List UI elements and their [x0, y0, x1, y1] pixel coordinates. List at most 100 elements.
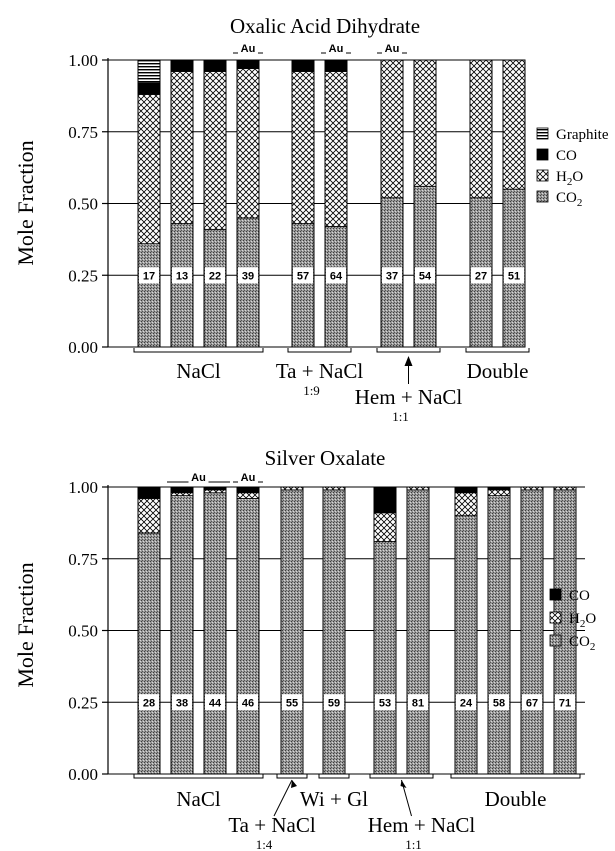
bar-label: 57	[297, 270, 309, 282]
bar-segment-co	[203, 59, 227, 72]
y-tick-label: 0.25	[68, 693, 98, 712]
bar-label-box	[504, 267, 524, 284]
legend-swatch	[536, 127, 549, 140]
bar-label-box	[172, 694, 192, 711]
chart-title: Silver Oxalate	[265, 446, 386, 470]
bar-label: 53	[379, 697, 391, 709]
bar-label-box	[456, 694, 476, 711]
au-label: Au	[241, 43, 256, 55]
bar-segment-co2	[203, 492, 227, 775]
bar-segment-co	[137, 486, 161, 499]
arrow-head	[400, 780, 407, 788]
group-bracket: Double	[450, 774, 581, 811]
bar-label-box	[375, 694, 395, 711]
group-ratio: 1:1	[392, 409, 409, 424]
arrow-head	[404, 356, 413, 366]
group-ratio: 1:4	[256, 837, 273, 851]
bar-segment-graphite	[137, 59, 161, 84]
au-label-bg	[326, 43, 346, 54]
legend-swatch	[549, 611, 562, 624]
bar-label: 44	[209, 697, 222, 709]
bar: 38	[170, 486, 194, 775]
bar-label: 13	[176, 270, 188, 282]
legend-label: Graphite	[556, 127, 609, 143]
group-label: Double	[485, 787, 547, 811]
bar-label-box	[282, 694, 302, 711]
bar-outline	[170, 486, 194, 775]
legend-item: Graphite	[536, 127, 609, 143]
bar-segment-co	[454, 486, 478, 494]
bar-label-box	[238, 694, 258, 711]
au-label-bg	[238, 43, 258, 54]
bar-label-box	[172, 267, 192, 284]
bar: 57	[291, 59, 315, 348]
bar-segment-h2o	[373, 512, 397, 542]
legend-label: CO2	[569, 634, 595, 653]
bar-label-box	[408, 694, 428, 711]
bar-segment-h2o	[469, 59, 493, 199]
bar-label: 54	[419, 270, 432, 282]
legend-swatch	[536, 190, 549, 203]
bar-outline	[236, 59, 260, 348]
bar-segment-h2o	[203, 71, 227, 230]
bar-segment-h2o	[236, 68, 260, 219]
bar-outline	[203, 486, 227, 775]
bar-label-box	[205, 267, 225, 284]
au-label: Au	[385, 43, 400, 55]
legend-item: H2O	[549, 611, 596, 630]
oxalic-acid-panel: Oxalic Acid Dihydrate Mole Fraction 0.00…	[13, 14, 609, 424]
y-tick-label: 0.75	[68, 123, 98, 142]
bar-label: 24	[460, 697, 473, 709]
bar: 71	[553, 486, 577, 775]
bar: 22	[203, 59, 227, 348]
bar-segment-co	[373, 486, 397, 514]
au-marker: Au	[233, 43, 263, 55]
bar-label: 58	[493, 697, 505, 709]
bar-outline	[322, 486, 346, 775]
bar-segment-co	[236, 486, 260, 494]
group-bracket: NaCl	[133, 348, 264, 383]
bar-segment-co2	[170, 223, 194, 348]
bar-label-box	[324, 694, 344, 711]
legend-item: CO2	[536, 190, 582, 209]
bar-segment-co2	[454, 515, 478, 775]
group-label: Hem + NaCl	[355, 385, 463, 409]
bar: 67	[520, 486, 544, 775]
legend-item: CO	[536, 148, 577, 164]
au-label-bg	[382, 43, 402, 54]
bar-segment-co2	[137, 532, 161, 775]
bar-segment-co	[170, 486, 194, 494]
bracket-line	[318, 774, 350, 779]
y-tick-label: 0.75	[68, 550, 98, 569]
bar: 13	[170, 59, 194, 348]
bar-segment-co	[236, 59, 260, 70]
bar-segment-co2	[406, 489, 430, 775]
bar: 59	[322, 486, 346, 775]
bar-segment-h2o	[324, 71, 348, 227]
bar: 81	[406, 486, 430, 775]
bar-segment-h2o	[502, 59, 526, 190]
bar-label: 39	[242, 270, 254, 282]
group-label: Wi + Gl	[300, 787, 368, 811]
group-label: Double	[467, 359, 529, 383]
legend-item: H2O	[536, 169, 583, 188]
y-axis-label: Mole Fraction	[13, 140, 38, 265]
legend-swatch	[536, 169, 549, 182]
arrow-head	[291, 780, 297, 788]
bar-segment-h2o	[413, 59, 437, 187]
bar-outline	[487, 486, 511, 775]
bar-outline	[373, 486, 397, 775]
bar-segment-h2o	[203, 489, 227, 494]
bar-label: 37	[386, 270, 398, 282]
bar-label-box	[522, 694, 542, 711]
bar-segment-co2	[280, 489, 304, 775]
au-label-bg	[238, 472, 258, 483]
bar-segment-co2	[553, 489, 577, 775]
bar-segment-co2	[291, 223, 315, 348]
bar-label-box	[326, 267, 346, 284]
bar-segment-co2	[203, 228, 227, 348]
bar-segment-co	[324, 59, 348, 72]
group-label: NaCl	[176, 787, 220, 811]
